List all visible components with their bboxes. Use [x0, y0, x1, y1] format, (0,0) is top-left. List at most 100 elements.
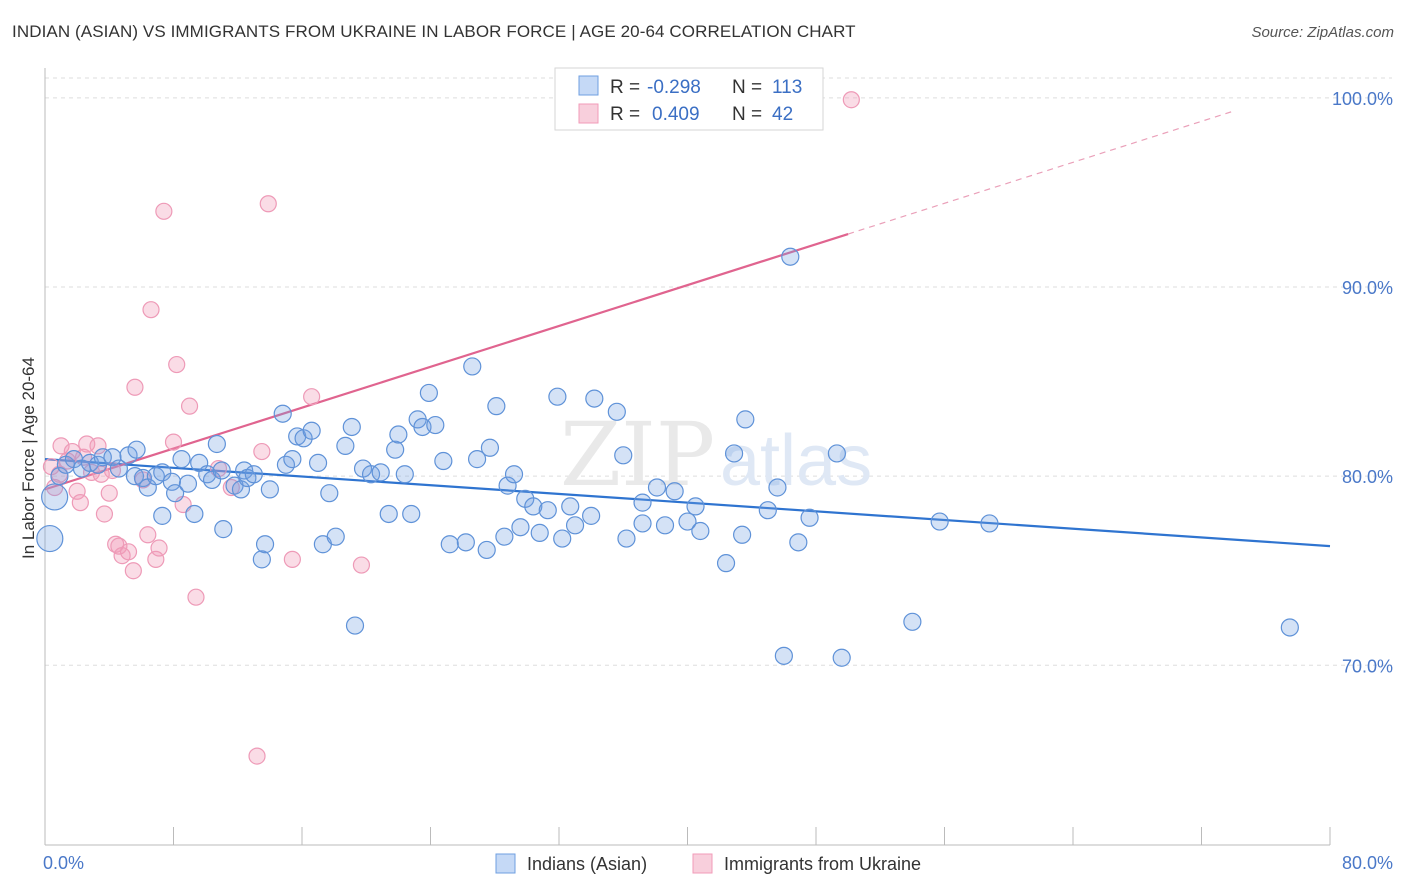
data-point-indian — [395, 465, 414, 484]
trend-line-ukraine — [44, 232, 849, 491]
data-point-indian — [903, 612, 922, 631]
data-point-indian — [736, 410, 755, 429]
data-point-indian — [511, 518, 530, 537]
data-point-indian — [504, 465, 524, 484]
data-point-indian — [1280, 618, 1299, 637]
y-tick-label: 80.0% — [1342, 467, 1393, 487]
data-point-indian — [487, 397, 506, 416]
series-indian-points — [36, 247, 1299, 667]
y-tick-label: 70.0% — [1342, 656, 1393, 676]
legend-label-indian: Indians (Asian) — [527, 854, 647, 874]
data-point-ukraine — [168, 355, 186, 374]
data-point-indian — [665, 482, 684, 501]
data-point-ukraine — [842, 91, 860, 109]
data-point-indian — [172, 450, 191, 469]
data-point-indian — [320, 484, 339, 503]
watermark-zip: ZIP — [560, 403, 715, 506]
data-point-indian — [724, 444, 744, 463]
data-point-ukraine — [283, 550, 301, 568]
stats-r-ukraine: 0.409 — [652, 104, 700, 125]
data-point-indian — [379, 504, 398, 524]
data-point-indian — [467, 450, 487, 469]
data-point-indian — [342, 417, 361, 437]
data-point-indian — [93, 448, 112, 467]
data-point-indian — [389, 425, 408, 444]
data-point-ukraine — [126, 378, 144, 396]
data-point-indian — [585, 389, 604, 408]
data-point-indian — [198, 465, 217, 484]
data-point-indian — [832, 648, 851, 667]
data-point-indian — [498, 476, 517, 495]
source-credit: Source: ZipAtlas.com — [1251, 24, 1394, 41]
data-point-indian — [41, 483, 69, 511]
data-point-indian — [553, 529, 572, 548]
data-point-indian — [153, 506, 172, 525]
data-point-indian — [678, 512, 697, 531]
watermark: ZIP atlas — [560, 403, 872, 506]
grid-lines — [45, 77, 1392, 666]
stats-box: R = -0.298 N = 113 R = 0.409 N = 42 — [554, 67, 824, 131]
data-point-indian — [36, 524, 64, 553]
stats-r-indian: -0.298 — [647, 77, 701, 98]
legend-label-ukraine: Immigrants from Ukraine — [724, 854, 921, 874]
data-point-indian — [614, 446, 633, 465]
data-point-indian — [530, 523, 549, 542]
y-axis-label: In Labor Force | Age 20-64 — [19, 357, 38, 559]
data-point-ukraine — [110, 537, 128, 555]
data-point-indian — [930, 512, 949, 531]
data-point-indian — [336, 436, 355, 455]
y-tick-label: 90.0% — [1342, 278, 1393, 298]
data-point-ukraine — [352, 556, 371, 574]
data-point-indian — [402, 504, 421, 524]
data-point-indian — [633, 514, 652, 533]
data-point-ukraine — [248, 747, 266, 765]
data-point-indian — [255, 535, 275, 554]
data-point-indian — [480, 438, 500, 457]
data-point-ukraine — [142, 301, 160, 319]
data-point-ukraine — [147, 550, 165, 568]
data-point-ukraine — [89, 437, 107, 455]
data-point-indian — [244, 465, 263, 484]
axes — [44, 68, 1331, 846]
stats-box-frame — [554, 67, 824, 131]
stats-r-label-ukraine: R = — [610, 104, 640, 125]
data-point-indian — [419, 383, 438, 403]
data-point-indian — [212, 461, 231, 480]
data-point-indian — [617, 529, 636, 548]
data-point-indian — [456, 533, 475, 552]
data-point-indian — [127, 440, 146, 459]
data-point-indian — [582, 506, 601, 525]
data-point-indian — [308, 453, 328, 473]
data-point-ukraine — [46, 478, 64, 497]
data-point-indian — [260, 480, 279, 499]
watermark-atlas: atlas — [720, 421, 872, 501]
data-point-indian — [768, 478, 787, 497]
stats-swatch-indian — [578, 75, 599, 96]
data-point-indian — [463, 357, 482, 376]
data-point-indian — [781, 247, 800, 266]
data-point-ukraine — [209, 459, 228, 478]
data-point-ukraine — [95, 505, 114, 523]
data-point-ukraine — [100, 484, 118, 502]
data-point-indian — [655, 516, 675, 535]
data-point-indian — [716, 554, 736, 573]
data-point-indian — [434, 451, 453, 471]
stats-n-indian: 113 — [772, 77, 802, 98]
data-point-indian — [162, 472, 181, 491]
data-point-ukraine — [150, 539, 168, 557]
data-point-ukraine — [303, 388, 321, 406]
data-point-indian — [758, 501, 777, 520]
stats-swatch-ukraine — [578, 103, 599, 124]
data-point-indian — [252, 550, 271, 569]
data-point-indian — [607, 402, 626, 421]
data-point-ukraine — [71, 494, 89, 512]
data-point-indian — [691, 521, 710, 541]
data-point-indian — [202, 470, 222, 490]
trend-line-ukraine-extension — [847, 110, 1234, 235]
data-point-ukraine — [68, 482, 86, 500]
data-point-indian — [440, 535, 459, 554]
legend: Indians (Asian) Immigrants from Ukraine — [495, 853, 921, 874]
data-point-indian — [647, 478, 667, 497]
data-point-indian — [166, 484, 185, 503]
